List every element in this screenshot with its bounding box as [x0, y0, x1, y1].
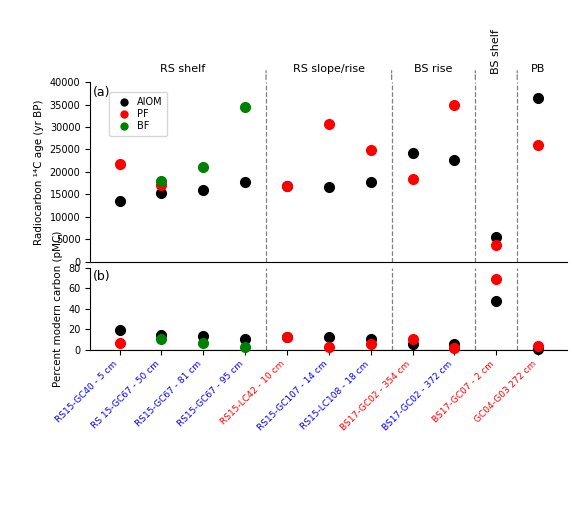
Y-axis label: Percent modern carbon (pMC): Percent modern carbon (pMC)	[52, 231, 62, 387]
Legend: AIOM, PF, BF: AIOM, PF, BF	[109, 93, 167, 136]
Text: PB: PB	[531, 64, 545, 74]
Text: (b): (b)	[93, 270, 110, 283]
Text: RS shelf: RS shelf	[159, 64, 205, 74]
Text: RS slope/rise: RS slope/rise	[293, 64, 365, 74]
Text: BS shelf: BS shelf	[491, 29, 501, 74]
Text: BS rise: BS rise	[414, 64, 453, 74]
Y-axis label: Radiocarbon ¹⁴C age (yr BP): Radiocarbon ¹⁴C age (yr BP)	[34, 99, 44, 245]
Text: (a): (a)	[93, 86, 110, 99]
